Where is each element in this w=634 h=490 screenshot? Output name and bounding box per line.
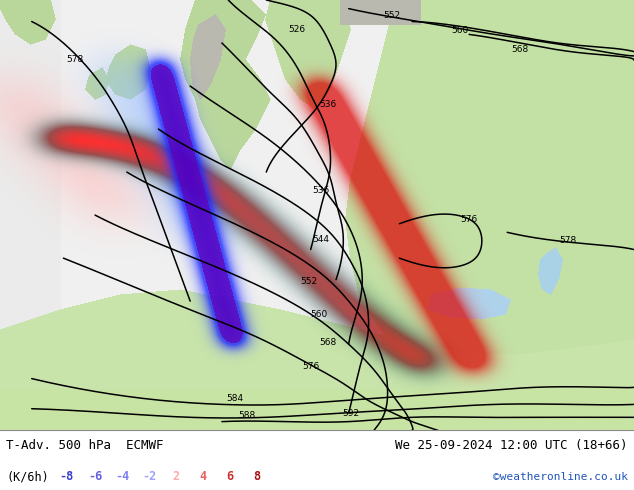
Text: 592: 592	[342, 409, 359, 418]
Text: 552: 552	[300, 277, 318, 286]
Text: -4: -4	[115, 470, 129, 483]
Text: 8: 8	[253, 470, 261, 483]
Text: 536: 536	[319, 100, 337, 109]
Text: 536: 536	[312, 186, 330, 195]
Text: 568: 568	[319, 338, 337, 346]
Text: T-Adv. 500 hPa  ECMWF: T-Adv. 500 hPa ECMWF	[6, 439, 164, 452]
Text: -2: -2	[143, 470, 157, 483]
Text: 560: 560	[310, 310, 328, 318]
Text: 4: 4	[199, 470, 207, 483]
Text: 552: 552	[383, 11, 401, 21]
Text: ©weatheronline.co.uk: ©weatheronline.co.uk	[493, 472, 628, 482]
Text: (K/6h): (K/6h)	[6, 470, 49, 483]
Text: -8: -8	[60, 470, 74, 483]
Text: -6: -6	[88, 470, 102, 483]
Text: We 25-09-2024 12:00 UTC (18+66): We 25-09-2024 12:00 UTC (18+66)	[395, 439, 628, 452]
Text: 578: 578	[66, 55, 84, 64]
Text: 588: 588	[238, 411, 256, 419]
Text: 576: 576	[302, 362, 320, 371]
Text: 568: 568	[511, 45, 529, 54]
Text: 6: 6	[226, 470, 233, 483]
Text: 2: 2	[172, 470, 180, 483]
Text: 576: 576	[460, 215, 478, 224]
Text: 544: 544	[313, 235, 329, 244]
Text: 526: 526	[288, 25, 306, 34]
Text: 584: 584	[226, 394, 243, 403]
Text: 578: 578	[559, 236, 577, 245]
Text: 560: 560	[451, 26, 469, 35]
